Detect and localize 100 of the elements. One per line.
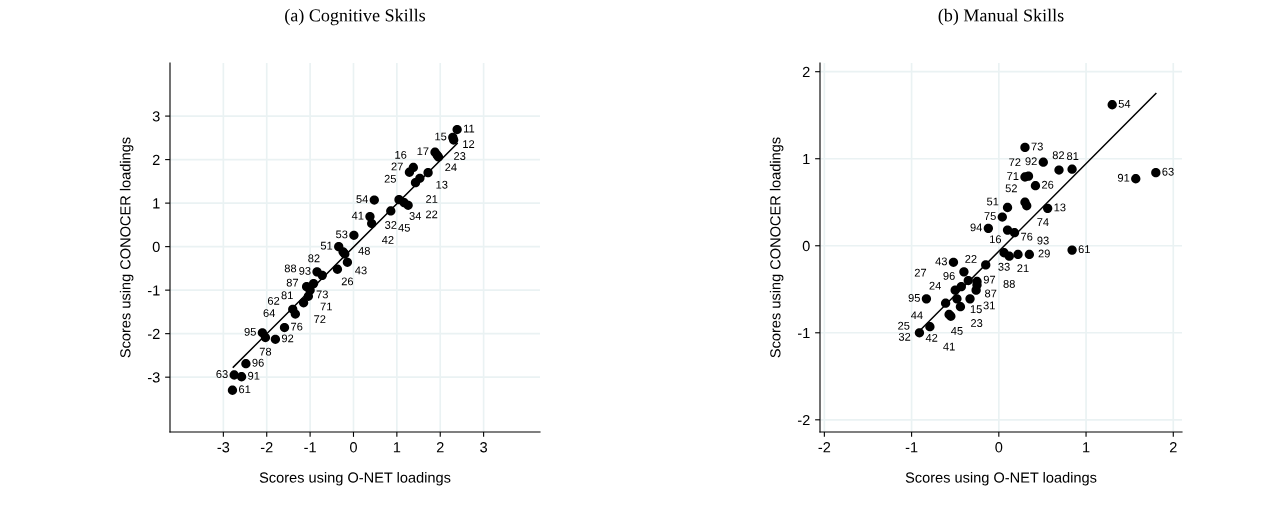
annotation: 95	[244, 327, 256, 336]
x-tick-label: 2	[436, 442, 444, 453]
annotation: 92	[1025, 157, 1037, 166]
annotation: 91	[1117, 173, 1130, 182]
annotation: 81	[1066, 152, 1079, 161]
annotation: 43	[935, 257, 947, 266]
point	[981, 260, 991, 270]
point	[1054, 165, 1064, 175]
annotation: 41	[351, 211, 364, 220]
point	[1024, 249, 1035, 260]
annotation: 26	[1042, 180, 1054, 189]
annotation: 33	[998, 262, 1010, 271]
x-axis-title: Scores using O-NET loadings	[905, 471, 1097, 486]
point	[303, 291, 314, 301]
annotation: 44	[910, 311, 923, 320]
point	[452, 124, 462, 135]
annotation: 52	[1005, 184, 1017, 193]
annotation: 24	[929, 281, 941, 290]
point	[410, 178, 421, 188]
point	[404, 167, 415, 177]
point	[236, 372, 247, 382]
annotation: 45	[951, 327, 963, 335]
x-tick-label: 1	[1083, 442, 1090, 453]
annotation: 22	[426, 210, 438, 219]
annotation: 72	[314, 315, 326, 323]
point	[298, 298, 309, 308]
point	[1004, 251, 1014, 261]
y-tick-label: 1	[803, 153, 810, 165]
annotation: 54	[1118, 100, 1131, 108]
annotation: 42	[925, 333, 938, 342]
annotation: 97	[983, 275, 996, 284]
annotation: 78	[259, 347, 272, 356]
annotation: 17	[417, 147, 429, 156]
x-tick-label: -3	[217, 442, 230, 453]
point	[1038, 157, 1048, 167]
annotation: 76	[291, 322, 303, 331]
annotation: 73	[1031, 142, 1043, 151]
x-axis-title: Scores using O-NET loadings	[259, 471, 451, 486]
annotation: 13	[1054, 203, 1066, 212]
point	[1020, 142, 1030, 153]
annotation: 53	[336, 230, 348, 239]
point	[963, 275, 973, 286]
annotation: 15	[970, 305, 982, 314]
point	[1067, 164, 1077, 174]
point	[369, 195, 379, 205]
annotation: 73	[316, 290, 328, 299]
point	[386, 206, 396, 216]
x-tick-label: 3	[480, 442, 488, 453]
annotation: 93	[1037, 236, 1049, 245]
annotation: 75	[984, 212, 996, 221]
annotation: 94	[970, 223, 983, 232]
annotation: 51	[986, 197, 999, 206]
point	[1151, 168, 1161, 178]
point	[1043, 203, 1053, 213]
annotation: 81	[281, 291, 293, 300]
point	[1030, 181, 1041, 191]
annotation: 27	[391, 162, 403, 171]
annotation: 25	[384, 174, 396, 183]
point	[1131, 174, 1141, 184]
annotation: 29	[1038, 249, 1050, 258]
annotation: 11	[464, 124, 475, 133]
y-tick-label: 0	[802, 240, 810, 252]
point	[227, 385, 238, 395]
y-axis-title: Scores using CONOCER loadings	[769, 137, 784, 358]
point	[921, 294, 932, 304]
annotation: 23	[971, 319, 983, 327]
x-tick-label: -1	[905, 442, 918, 453]
point	[997, 212, 1007, 222]
annotation: 71	[320, 302, 332, 311]
x-tick-label: 0	[995, 442, 1003, 453]
annotation: 87	[286, 278, 299, 287]
point	[1067, 245, 1077, 255]
annotation: 21	[1017, 264, 1029, 273]
point	[279, 322, 290, 333]
point	[955, 302, 966, 312]
point	[332, 264, 343, 274]
y-tick-label: -2	[797, 414, 810, 426]
point	[1002, 202, 1013, 213]
annotation: 45	[398, 223, 410, 232]
point	[1009, 228, 1020, 238]
annotation: 24	[445, 163, 457, 172]
point	[342, 257, 353, 267]
point	[940, 298, 951, 308]
y-tick-label: 2	[802, 66, 810, 77]
annotation: 48	[358, 246, 370, 255]
annotation: 13	[436, 180, 448, 189]
y-axis-title: Scores using CONOCER loadings	[119, 137, 134, 358]
annotation: 16	[990, 235, 1002, 244]
point	[1013, 249, 1023, 260]
annotation: 63	[1162, 167, 1174, 176]
annotation: 82	[1052, 151, 1065, 160]
point	[349, 230, 359, 240]
point	[925, 322, 935, 332]
annotation: 12	[463, 140, 475, 148]
y-tick-label: 0	[152, 241, 160, 253]
chart-title: (b) Manual Skills	[938, 8, 1064, 26]
annotation: 96	[943, 271, 955, 280]
annotation: 54	[356, 195, 368, 204]
x-tick-label: 2	[1169, 442, 1177, 453]
x-tick-label: 0	[350, 442, 357, 453]
